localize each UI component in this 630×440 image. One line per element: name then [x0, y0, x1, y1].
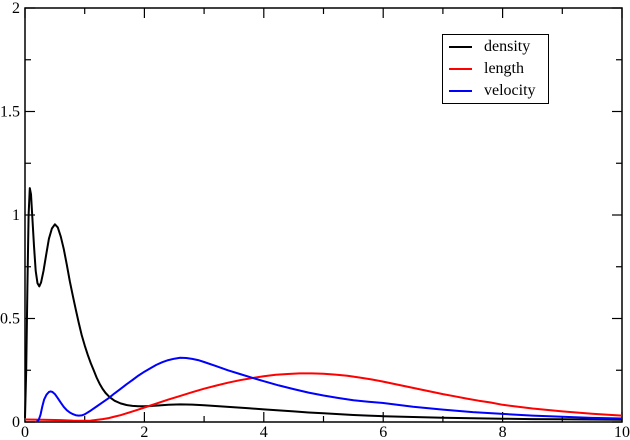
legend-label: density [484, 37, 531, 55]
y-tick-label: 1.5 [0, 104, 20, 121]
y-tick-label: 0 [12, 414, 20, 431]
curve-length [24, 372, 623, 422]
legend: density length velocity [442, 34, 549, 104]
x-tick-label: 2 [140, 424, 148, 440]
x-tick-label: 8 [499, 424, 507, 440]
legend-item-length: length [443, 59, 548, 80]
legend-line-swatch [449, 90, 472, 93]
y-tick-label: 1 [12, 207, 20, 224]
curve-velocity [36, 356, 623, 423]
legend-label: length [484, 60, 524, 77]
x-tick-label: 0 [21, 424, 29, 440]
x-tick-label: 4 [260, 424, 268, 440]
legend-line-swatch [449, 68, 472, 70]
curve-density [24, 187, 623, 421]
legend-item-velocity: velocity [443, 81, 548, 102]
legend-item-density: density [443, 36, 548, 57]
legend-label: velocity [484, 82, 536, 100]
y-tick-label: 2 [12, 0, 20, 17]
x-tick-label: 10 [614, 424, 630, 440]
x-tick-label: 6 [379, 424, 387, 440]
y-tick-label: 0.5 [0, 311, 20, 328]
legend-line-swatch [449, 45, 472, 48]
